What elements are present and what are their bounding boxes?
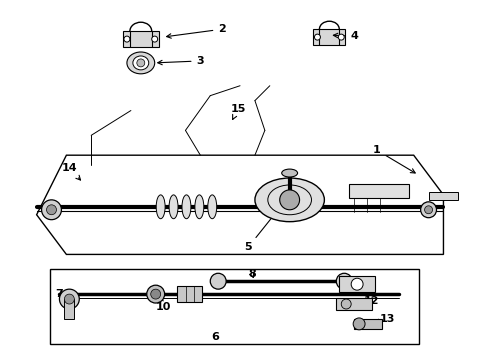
Text: 9: 9 — [179, 289, 187, 299]
Circle shape — [42, 200, 61, 220]
Circle shape — [147, 285, 165, 303]
Circle shape — [420, 202, 437, 218]
Ellipse shape — [182, 195, 191, 219]
Circle shape — [152, 36, 158, 42]
Circle shape — [124, 36, 130, 42]
Circle shape — [137, 59, 145, 67]
Ellipse shape — [133, 56, 149, 70]
Bar — [429, 192, 458, 200]
Text: 4: 4 — [333, 31, 358, 41]
Ellipse shape — [282, 169, 297, 177]
Circle shape — [336, 273, 352, 289]
Text: 3: 3 — [158, 56, 204, 66]
Ellipse shape — [156, 195, 165, 219]
Text: 13: 13 — [374, 314, 394, 324]
Bar — [339, 276, 375, 292]
Text: 8: 8 — [248, 269, 256, 279]
Circle shape — [47, 205, 56, 215]
Circle shape — [59, 289, 79, 309]
Text: 7: 7 — [55, 289, 67, 304]
Text: 15: 15 — [230, 104, 246, 120]
Circle shape — [341, 299, 351, 309]
Circle shape — [210, 273, 226, 289]
Ellipse shape — [169, 195, 178, 219]
Ellipse shape — [255, 178, 324, 222]
Text: 10: 10 — [156, 297, 171, 312]
Text: 6: 6 — [211, 332, 219, 342]
Ellipse shape — [127, 52, 155, 74]
Circle shape — [151, 289, 161, 299]
Text: 5: 5 — [244, 211, 277, 252]
Bar — [336, 298, 372, 310]
Text: 11: 11 — [359, 276, 375, 286]
Text: 1: 1 — [373, 145, 415, 173]
Text: 2: 2 — [167, 24, 226, 38]
Circle shape — [338, 34, 344, 40]
Ellipse shape — [195, 195, 204, 219]
Text: 14: 14 — [62, 163, 80, 180]
Text: 12: 12 — [358, 296, 379, 306]
Bar — [64, 299, 74, 319]
Circle shape — [353, 318, 365, 330]
Bar — [349, 184, 409, 198]
Bar — [123, 31, 159, 47]
Ellipse shape — [208, 195, 217, 219]
Circle shape — [280, 190, 299, 210]
Circle shape — [425, 206, 433, 214]
Bar — [176, 286, 202, 302]
Circle shape — [64, 294, 74, 304]
Circle shape — [315, 34, 320, 40]
Bar — [314, 29, 345, 45]
Bar — [354, 319, 382, 329]
Circle shape — [351, 278, 363, 290]
